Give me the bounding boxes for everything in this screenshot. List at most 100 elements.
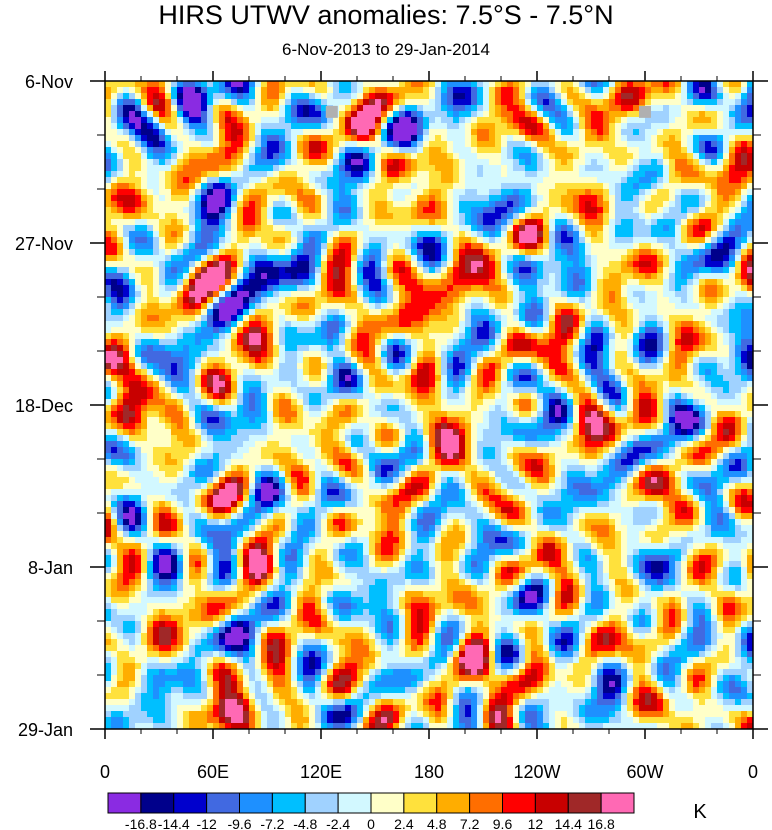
field-cell: [741, 111, 748, 118]
field-cell: [675, 147, 682, 154]
field-cell: [717, 261, 724, 268]
field-cell: [405, 261, 412, 268]
field-cell: [477, 339, 484, 346]
field-cell: [723, 333, 730, 340]
field-cell: [537, 135, 544, 142]
field-cell: [471, 291, 478, 298]
field-cell: [141, 357, 148, 364]
field-cell: [711, 321, 718, 328]
field-cell: [711, 219, 718, 226]
field-cell: [507, 309, 514, 316]
field-cell: [195, 117, 202, 124]
field-cell: [705, 285, 712, 292]
field-cell: [555, 315, 562, 322]
field-cell: [237, 81, 244, 88]
field-cell: [621, 267, 628, 274]
field-cell: [345, 93, 352, 100]
field-cell: [495, 243, 502, 250]
field-cell: [219, 111, 226, 118]
field-cell: [201, 189, 208, 196]
field-cell: [669, 339, 676, 346]
field-cell: [303, 273, 310, 280]
field-cell: [111, 99, 118, 106]
field-cell: [657, 111, 664, 118]
field-cell: [573, 207, 580, 214]
field-cell: [183, 243, 190, 250]
field-cell: [519, 321, 526, 328]
field-cell: [123, 339, 130, 346]
field-cell: [105, 327, 112, 334]
field-cell: [357, 81, 364, 88]
field-cell: [417, 315, 424, 322]
field-cell: [375, 219, 382, 226]
field-cell: [177, 207, 184, 214]
field-cell: [333, 243, 340, 250]
field-cell: [675, 237, 682, 244]
field-cell: [375, 207, 382, 214]
field-cell: [309, 285, 316, 292]
field-cell: [327, 81, 334, 88]
field-cell: [537, 99, 544, 106]
field-cell: [615, 135, 622, 142]
field-cell: [177, 291, 184, 298]
field-cell: [495, 135, 502, 142]
field-cell: [303, 321, 310, 328]
field-cell: [111, 231, 118, 238]
field-cell: [507, 87, 514, 94]
field-cell: [477, 135, 484, 142]
field-cell: [663, 93, 670, 100]
field-cell: [249, 93, 256, 100]
field-cell: [369, 165, 376, 172]
field-cell: [309, 309, 316, 316]
field-cell: [627, 339, 634, 346]
field-cell: [435, 315, 442, 322]
field-cell: [543, 87, 550, 94]
field-cell: [219, 207, 226, 214]
field-cell: [525, 231, 532, 238]
field-cell: [141, 111, 148, 118]
field-cell: [687, 99, 694, 106]
field-cell: [255, 267, 262, 274]
field-cell: [171, 213, 178, 220]
field-cell: [201, 297, 208, 304]
field-cell: [495, 165, 502, 172]
field-cell: [693, 279, 700, 286]
field-cell: [681, 351, 688, 358]
field-cell: [525, 117, 532, 124]
field-cell: [357, 111, 364, 118]
field-cell: [117, 129, 124, 136]
field-cell: [177, 141, 184, 148]
field-cell: [639, 309, 646, 316]
field-cell: [525, 333, 532, 340]
field-cell: [429, 297, 436, 304]
field-cell: [123, 219, 130, 226]
field-cell: [531, 303, 538, 310]
field-cell: [297, 219, 304, 226]
field-cell: [153, 87, 160, 94]
field-cell: [561, 183, 568, 190]
field-cell: [711, 123, 718, 130]
field-cell: [435, 219, 442, 226]
field-cell: [285, 153, 292, 160]
field-cell: [189, 345, 196, 352]
field-cell: [219, 147, 226, 154]
field-cell: [645, 237, 652, 244]
field-cell: [549, 195, 556, 202]
field-cell: [657, 213, 664, 220]
field-cell: [585, 177, 592, 184]
field-cell: [399, 267, 406, 274]
field-cell: [363, 303, 370, 310]
field-cell: [519, 111, 526, 118]
field-cell: [225, 231, 232, 238]
field-cell: [681, 315, 688, 322]
field-cell: [453, 183, 460, 190]
field-cell: [663, 279, 670, 286]
field-cell: [243, 183, 250, 190]
field-cell: [123, 177, 130, 184]
field-cell: [417, 171, 424, 178]
field-cell: [705, 267, 712, 274]
field-cell: [249, 243, 256, 250]
field-cell: [693, 237, 700, 244]
field-cell: [627, 171, 634, 178]
field-cell: [681, 327, 688, 334]
